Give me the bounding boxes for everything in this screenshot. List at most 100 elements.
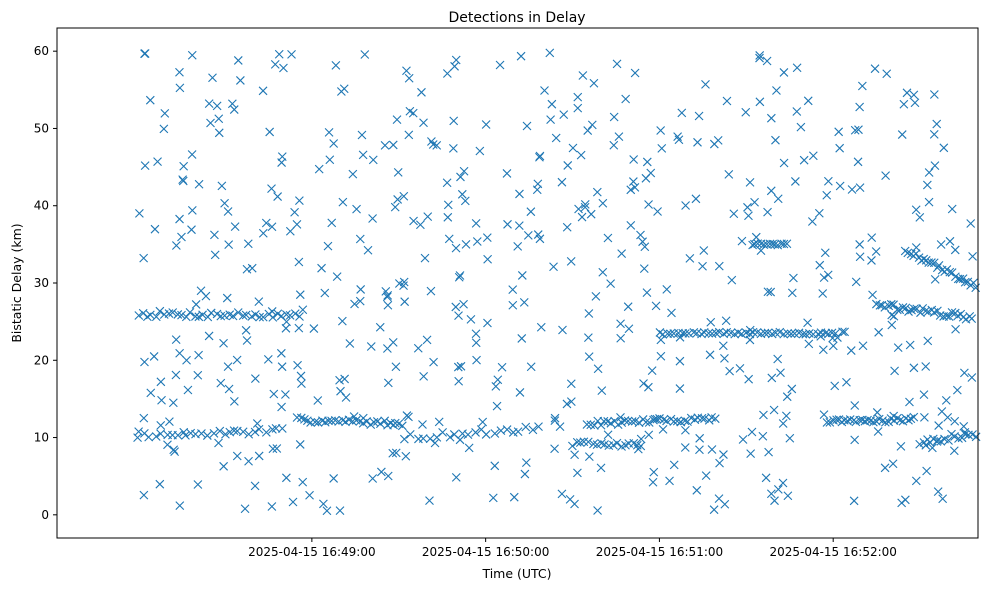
data-point [492, 401, 502, 411]
data-point [517, 334, 527, 343]
data-point [718, 341, 728, 351]
data-point [215, 426, 225, 436]
data-point [241, 325, 251, 335]
data-point [175, 214, 184, 224]
data-point [930, 161, 940, 170]
data-point [454, 376, 464, 386]
data-point [389, 420, 398, 430]
data-point [792, 63, 802, 73]
data-point [759, 410, 768, 420]
data-point [432, 141, 442, 150]
data-point [181, 430, 190, 440]
data-point [640, 242, 650, 252]
data-point [240, 504, 250, 514]
data-point [830, 381, 840, 391]
data-point [771, 135, 780, 145]
data-point [691, 194, 701, 204]
data-point [443, 212, 453, 222]
x-tick-label: 2025-04-15 16:49:00 [248, 545, 375, 559]
y-tick-label: 60 [34, 44, 49, 58]
data-point [636, 434, 646, 444]
data-point [909, 363, 919, 373]
data-point [232, 451, 242, 461]
data-point [140, 161, 150, 171]
data-point [779, 68, 789, 77]
data-point [216, 378, 226, 388]
data-point [782, 239, 792, 249]
data-point [612, 438, 622, 448]
data-point [265, 127, 275, 137]
data-point [893, 343, 903, 352]
data-point [641, 417, 651, 427]
data-point [873, 427, 883, 436]
data-point [523, 231, 533, 240]
data-point [144, 432, 154, 442]
data-point [519, 298, 529, 307]
data-point [175, 348, 185, 358]
data-point [675, 332, 685, 342]
data-point [818, 289, 828, 298]
data-point [737, 236, 747, 246]
data-point [971, 432, 981, 442]
data-point [228, 311, 238, 321]
data-point [250, 481, 260, 491]
data-point [368, 474, 378, 483]
data-point [942, 311, 951, 321]
data-point [204, 99, 214, 108]
data-point [405, 430, 415, 439]
data-point [616, 412, 625, 422]
data-point [761, 473, 771, 483]
data-point [566, 379, 576, 389]
data-point [570, 499, 579, 509]
data-point [526, 207, 536, 217]
data-point [338, 197, 348, 207]
data-point [393, 195, 403, 204]
data-point [656, 335, 666, 345]
data-point [545, 48, 555, 58]
data-point [616, 319, 625, 329]
data-point [880, 463, 890, 473]
data-point [357, 130, 367, 140]
data-point [296, 371, 306, 381]
data-point [890, 366, 899, 376]
data-point [483, 254, 493, 264]
data-point [404, 73, 414, 83]
y-tick-label: 0 [41, 508, 49, 522]
data-point [521, 422, 531, 432]
data-point [872, 408, 882, 417]
data-point [483, 318, 492, 328]
data-point [383, 378, 393, 388]
data-point [454, 272, 464, 282]
data-point [857, 81, 867, 91]
data-point [574, 204, 583, 214]
data-point [375, 419, 385, 429]
data-point [966, 219, 976, 228]
data-point [744, 374, 754, 384]
data-point [947, 307, 957, 317]
data-point [709, 505, 719, 515]
data-point [263, 355, 273, 364]
data-point [140, 357, 149, 367]
x-axis: 2025-04-15 16:49:00 2025-04-15 16:50:00 20… [248, 538, 897, 559]
data-point [919, 254, 929, 264]
data-point [134, 427, 144, 437]
data-point [748, 240, 757, 250]
data-point [685, 254, 695, 263]
data-point [693, 137, 702, 147]
data-point [451, 243, 461, 253]
data-point [255, 312, 265, 322]
data-point [397, 421, 407, 431]
data-point [874, 327, 884, 337]
data-point [621, 94, 631, 104]
data-point [949, 446, 959, 456]
data-point [921, 440, 931, 450]
data-point [924, 168, 934, 177]
data-point [202, 431, 212, 440]
data-point [224, 240, 234, 249]
data-point [368, 214, 377, 223]
data-point [273, 192, 283, 201]
data-point [187, 225, 196, 235]
data-point [229, 397, 239, 406]
data-point [773, 194, 783, 204]
data-point [413, 343, 423, 353]
